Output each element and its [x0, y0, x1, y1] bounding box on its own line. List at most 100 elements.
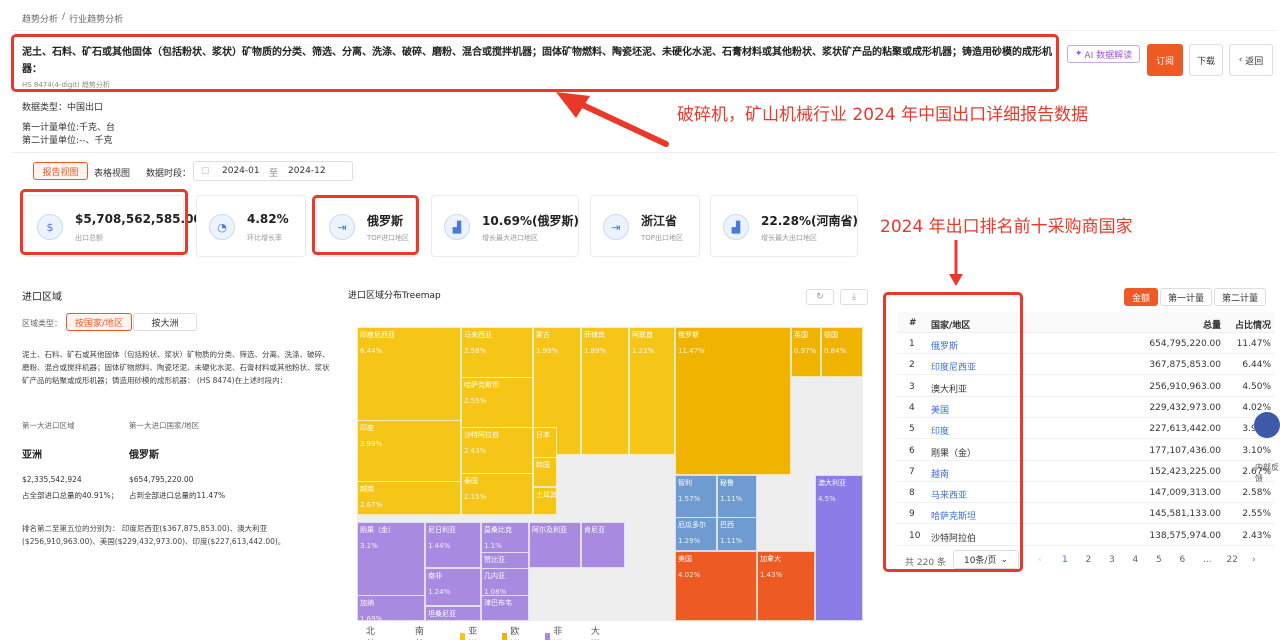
table-row[interactable]: 2 印度尼西亚 367,875,853.00 6.44% — [897, 354, 1275, 376]
download-chart-button[interactable]: ⤓ — [840, 289, 868, 305]
row-country[interactable]: 印度 — [931, 427, 950, 438]
feedback-widget[interactable]: 内部反馈 — [1252, 412, 1280, 492]
legend-swatch — [460, 633, 466, 640]
legend-label: 非洲 — [553, 627, 563, 637]
page-prev-icon[interactable]: ‹ — [1038, 555, 1042, 565]
treemap-cell[interactable]: 尼日利亚 1.44% — [425, 522, 481, 568]
page-number[interactable]: ... — [1203, 555, 1212, 565]
treemap-cell[interactable]: 加纳 1.69% — [357, 595, 425, 621]
treemap-cell[interactable]: 泰国 2.15% — [461, 473, 533, 515]
table-header: # 国家/地区 总量 占比情况 — [897, 312, 1275, 333]
treemap-cell-share: 6.44% — [360, 347, 383, 355]
page-number[interactable]: 5 — [1156, 555, 1162, 565]
row-country[interactable]: 马来西亚 — [931, 491, 968, 502]
page-number[interactable]: 3 — [1109, 555, 1115, 565]
treemap-cell[interactable]: 巴西 1.11% — [717, 517, 757, 551]
treemap-cell-name: 厄瓜多尔 — [678, 521, 706, 529]
period-label: 数据时段： — [146, 169, 192, 179]
treemap-cell-share: 1.89% — [584, 347, 607, 355]
metric-card-growth-rate: ◔ 4.82% 环比增长率 — [196, 195, 306, 257]
legend-item[interactable]: 欧洲 — [502, 624, 522, 640]
treemap-cell-share: 3.99% — [360, 440, 383, 448]
row-total: 147,009,313.00 — [1149, 488, 1221, 499]
tab-amount[interactable]: 金额 — [1124, 288, 1158, 306]
tab-by-country[interactable]: 按国家/地区 — [66, 313, 132, 331]
treemap-cell[interactable]: 韩国 — [533, 457, 557, 487]
tab-unit-second[interactable]: 第二计量 — [1214, 288, 1266, 306]
treemap-cell[interactable]: 加拿大 1.43% — [757, 551, 815, 621]
back-button[interactable]: ‹ 返回 — [1229, 44, 1273, 76]
download-button[interactable]: 下载 — [1189, 44, 1223, 76]
treemap-cell[interactable]: 坦桑尼亚1.21% — [425, 606, 481, 621]
tab-table-view[interactable]: 表格视图 — [94, 166, 130, 179]
treemap-cell[interactable]: 阿尔及利亚 — [529, 522, 581, 568]
legend-item[interactable]: 大洋洲 — [584, 624, 604, 640]
page-number[interactable]: 2 — [1085, 555, 1092, 565]
row-total: 227,613,442.00 — [1149, 424, 1221, 435]
page-number[interactable]: 4 — [1132, 555, 1139, 565]
legend-item[interactable]: 亚洲 — [460, 624, 480, 640]
legend-item[interactable]: 南美洲 — [408, 624, 428, 640]
treemap-cell[interactable]: 越南 2.67% — [357, 481, 461, 515]
table-row[interactable]: 10 沙特阿拉伯 138,575,974.00 2.43% — [897, 525, 1275, 546]
page-number[interactable]: 1 — [1062, 555, 1068, 565]
metric-label: TOP出口地区 — [641, 234, 684, 242]
legend-label: 大洋洲 — [590, 627, 600, 637]
legend-item[interactable]: 非洲 — [545, 624, 565, 640]
treemap-cell[interactable]: 南非 1.24% — [425, 568, 481, 606]
row-country[interactable]: 美国 — [931, 405, 950, 416]
row-index: 9 — [909, 509, 915, 520]
treemap-cell-share: 4.5% — [818, 495, 836, 503]
page-next-icon[interactable]: › — [1252, 555, 1256, 565]
breadcrumb-root[interactable]: 趋势分析 — [22, 15, 59, 25]
treemap-cell[interactable]: 阿联酋 1.22% — [629, 327, 675, 455]
metric-card-max-growth-import: ▟ 10.69%(俄罗斯) 增长最大进口地区 — [431, 195, 579, 257]
row-country[interactable]: 俄罗斯 — [931, 342, 959, 352]
treemap-cell-share: 1.57% — [678, 495, 701, 503]
row-index: 5 — [909, 424, 915, 435]
treemap-cell-share: 2.15% — [464, 493, 487, 501]
tab-by-continent[interactable]: 按大洲 — [133, 313, 197, 331]
row-country[interactable]: 哈萨克斯坦 — [931, 512, 977, 523]
table-row[interactable]: 4 美国 229,432,973.00 4.02% — [897, 397, 1275, 418]
page-number[interactable]: 6 — [1179, 555, 1186, 565]
treemap-cell[interactable]: 津巴布韦 — [481, 595, 529, 621]
refresh-button[interactable]: ↻ — [806, 289, 834, 305]
treemap-cell[interactable]: 印度 3.99% — [357, 420, 461, 488]
treemap-cell[interactable]: 几内亚 1.08% — [481, 568, 529, 596]
metric-label: 环比增长率 — [247, 234, 282, 242]
treemap-cell-name: 坦桑尼亚 — [428, 610, 456, 618]
table-row[interactable]: 7 越南 152,423,225.00 2.67% — [897, 461, 1275, 482]
treemap-cell-share: 1.69% — [360, 615, 383, 621]
page-number[interactable]: 22 — [1226, 555, 1238, 565]
row-share: 2.67% — [1242, 466, 1271, 477]
tab-unit-first[interactable]: 第一计量 — [1160, 288, 1212, 306]
treemap-cell[interactable]: 英国 0.97% — [791, 327, 821, 377]
treemap-cell[interactable]: 厄瓜多尔 1.29% — [675, 517, 717, 551]
treemap-cell[interactable]: 肯尼亚 — [581, 522, 625, 568]
tab-report-view[interactable]: 报告视图 — [33, 162, 88, 180]
treemap-cell[interactable]: 美国 4.02% — [675, 551, 757, 621]
treemap-cell[interactable]: 俄罗斯 11.47% — [675, 327, 791, 475]
page-size-select[interactable]: 10条/页 ⌄ — [953, 550, 1019, 569]
ai-analysis-button[interactable]: ✦ AI 数据解读 — [1067, 45, 1140, 63]
row-country[interactable]: 越南 — [931, 469, 950, 480]
unit-first: 第一计量单位:千克、台 — [22, 123, 116, 133]
legend-item[interactable]: 北美洲 — [359, 624, 379, 640]
treemap-cell[interactable]: 土耳其 — [533, 487, 557, 515]
date-range-picker[interactable]: ▢ 2024-01 至 2024-12 — [193, 161, 353, 181]
treemap-cell[interactable]: 菲律宾 1.89% — [581, 327, 629, 455]
treemap-cell[interactable]: 德国 0.84% — [821, 327, 863, 377]
treemap-cell-share: 2.43% — [464, 447, 487, 455]
table-row[interactable]: 9 哈萨克斯坦 145,581,133.00 2.55% — [897, 503, 1275, 525]
table-row[interactable]: 1 俄罗斯 654,795,220.00 11.47% — [897, 333, 1275, 354]
table-row[interactable]: 6 刚果（金） 177,107,436.00 3.10% — [897, 440, 1275, 461]
table-row[interactable]: 8 马来西亚 147,009,313.00 2.58% — [897, 482, 1275, 504]
region-type-label: 区域类型： — [22, 319, 62, 328]
chevron-down-icon: ⌄ — [1000, 554, 1009, 565]
row-country[interactable]: 印度尼西亚 — [931, 363, 977, 374]
treemap-cell[interactable]: 澳大利亚 4.5% — [815, 475, 863, 621]
table-row[interactable]: 3 澳大利亚 256,910,963.00 4.50% — [897, 376, 1275, 397]
subscribe-button[interactable]: 订阅 — [1147, 44, 1183, 76]
